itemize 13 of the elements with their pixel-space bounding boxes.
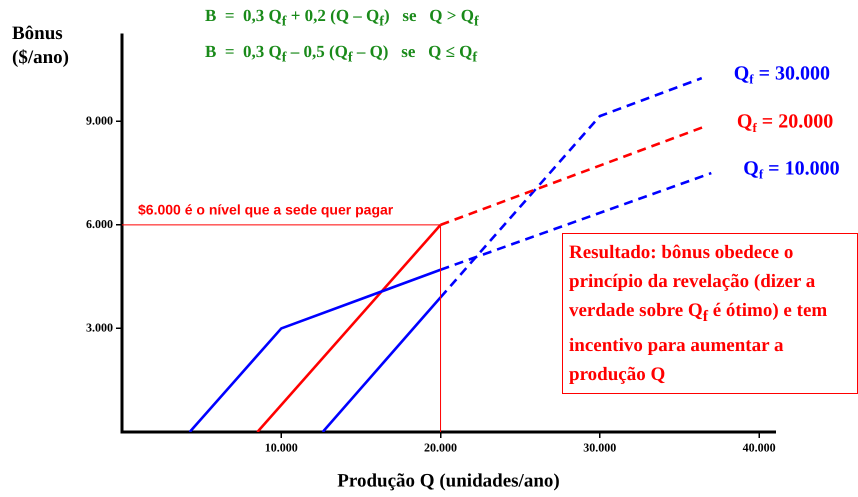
y-tick-label: 3.000 <box>86 320 113 335</box>
x-tick-label: 10.000 <box>264 440 298 454</box>
chart-title: B = 0,3 Q$_{f}$ + 0,2 (Q – Q$_{f}$) se Q > Q$_{f}$ <box>205 6 479 30</box>
x-tick-label: 40.000 <box>742 440 776 454</box>
ref-line-label: $6.000 é o nível que a sede quer pagar <box>138 202 394 218</box>
x-tick-label: 30.000 <box>583 440 616 454</box>
x-tick-label: 20.000 <box>424 440 458 454</box>
annotation: Resultado: bônus obedece o princípio da revelação (dizer a verdade sobre Q$_{f}$ é ótimo) e tem incentivo para aumentar a produção Q <box>562 233 858 394</box>
text: B = 0,3 Q$_{f}$ – 0,5 (Q$_{f}$ – Q) se Q ≤ Q$_{f}$ <box>205 42 478 66</box>
y-tick-label: 9.000 <box>86 113 113 128</box>
y-axis-title: Bônus ($/ano) <box>12 22 70 70</box>
y-tick-label: 6.000 <box>86 216 113 231</box>
x-axis-title: Produção Q (unidades/ano) <box>337 470 560 492</box>
